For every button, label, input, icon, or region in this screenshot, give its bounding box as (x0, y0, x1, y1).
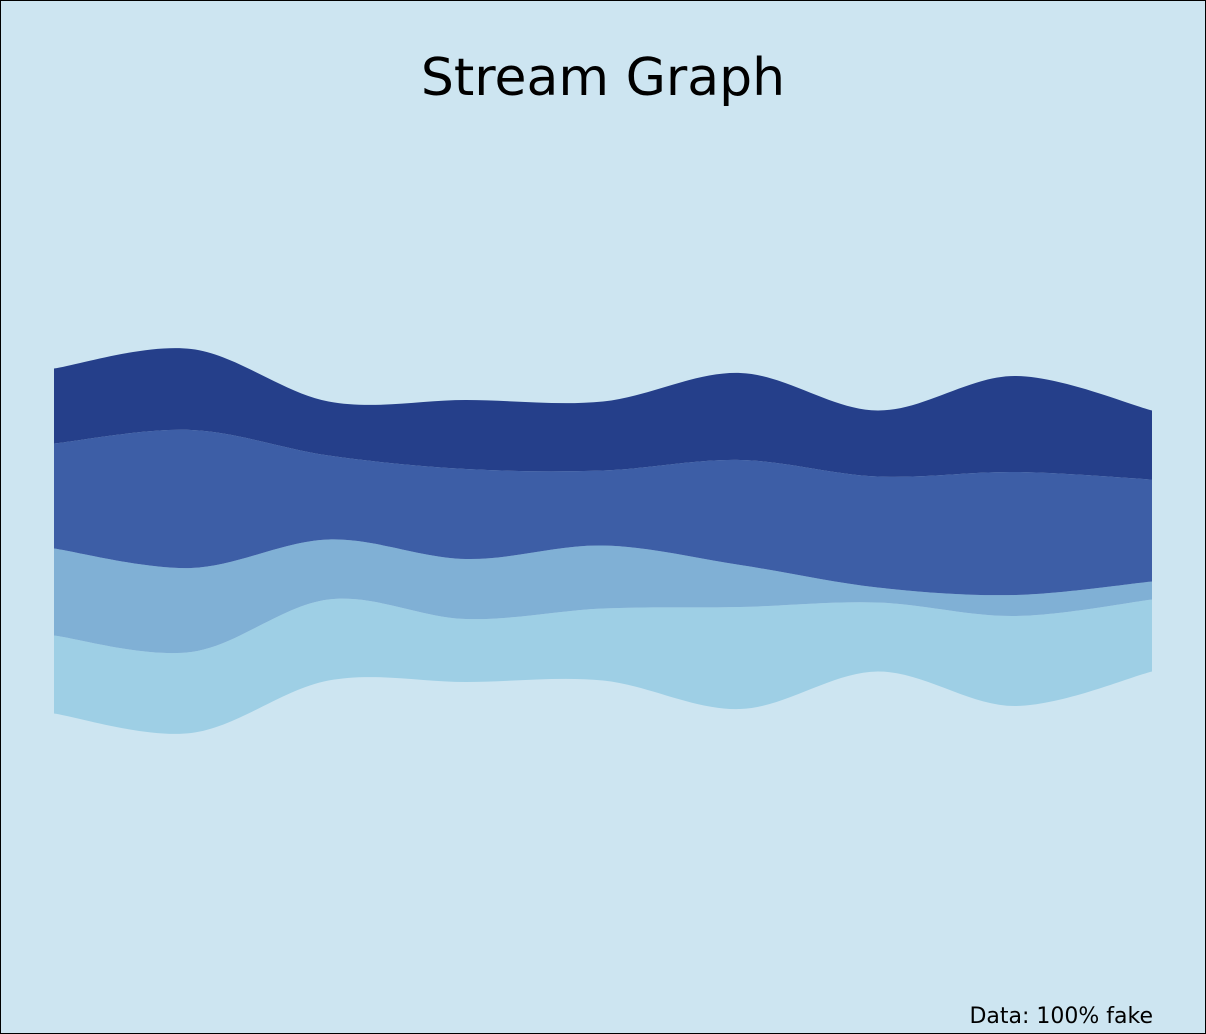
stream-layer-3 (54, 429, 1152, 596)
stream-layer-1 (54, 598, 1152, 734)
chart-caption: Data: 100% fake (969, 1004, 1153, 1029)
stream-layer-2 (54, 539, 1152, 654)
chart-title: Stream Graph (421, 48, 785, 108)
stream-layer-4 (54, 348, 1152, 480)
stream-layers (54, 348, 1152, 734)
